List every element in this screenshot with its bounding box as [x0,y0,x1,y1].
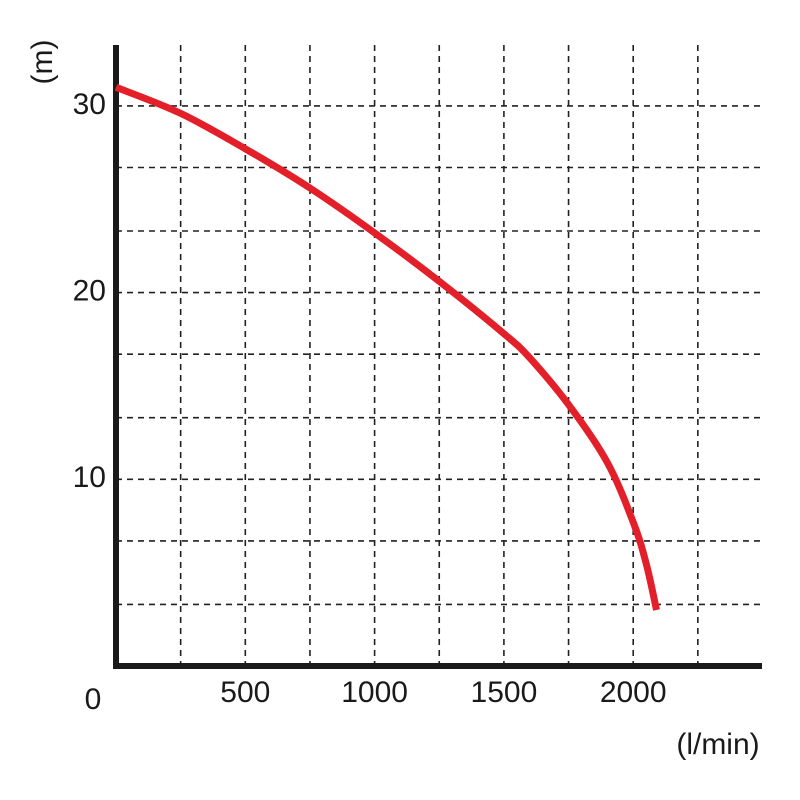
x-axis-label: (l/min) [676,728,759,761]
y-tick-label: 10 [73,461,106,494]
y-tick-label: 30 [73,88,106,121]
y-tick-label: 20 [73,275,106,308]
y-axis-label: (m) [26,40,59,85]
origin-label: 0 [85,683,102,716]
x-tick-label: 1000 [341,676,408,709]
pump-curve-line [114,83,660,611]
series-layer [114,83,660,611]
tick-labels: 500 1000 1500 2000 10 20 30 [73,88,667,709]
x-tick-label: 1500 [471,676,538,709]
x-tick-label: 2000 [600,676,667,709]
axes [113,45,762,669]
x-tick-label: 500 [220,676,270,709]
grid [116,45,762,666]
